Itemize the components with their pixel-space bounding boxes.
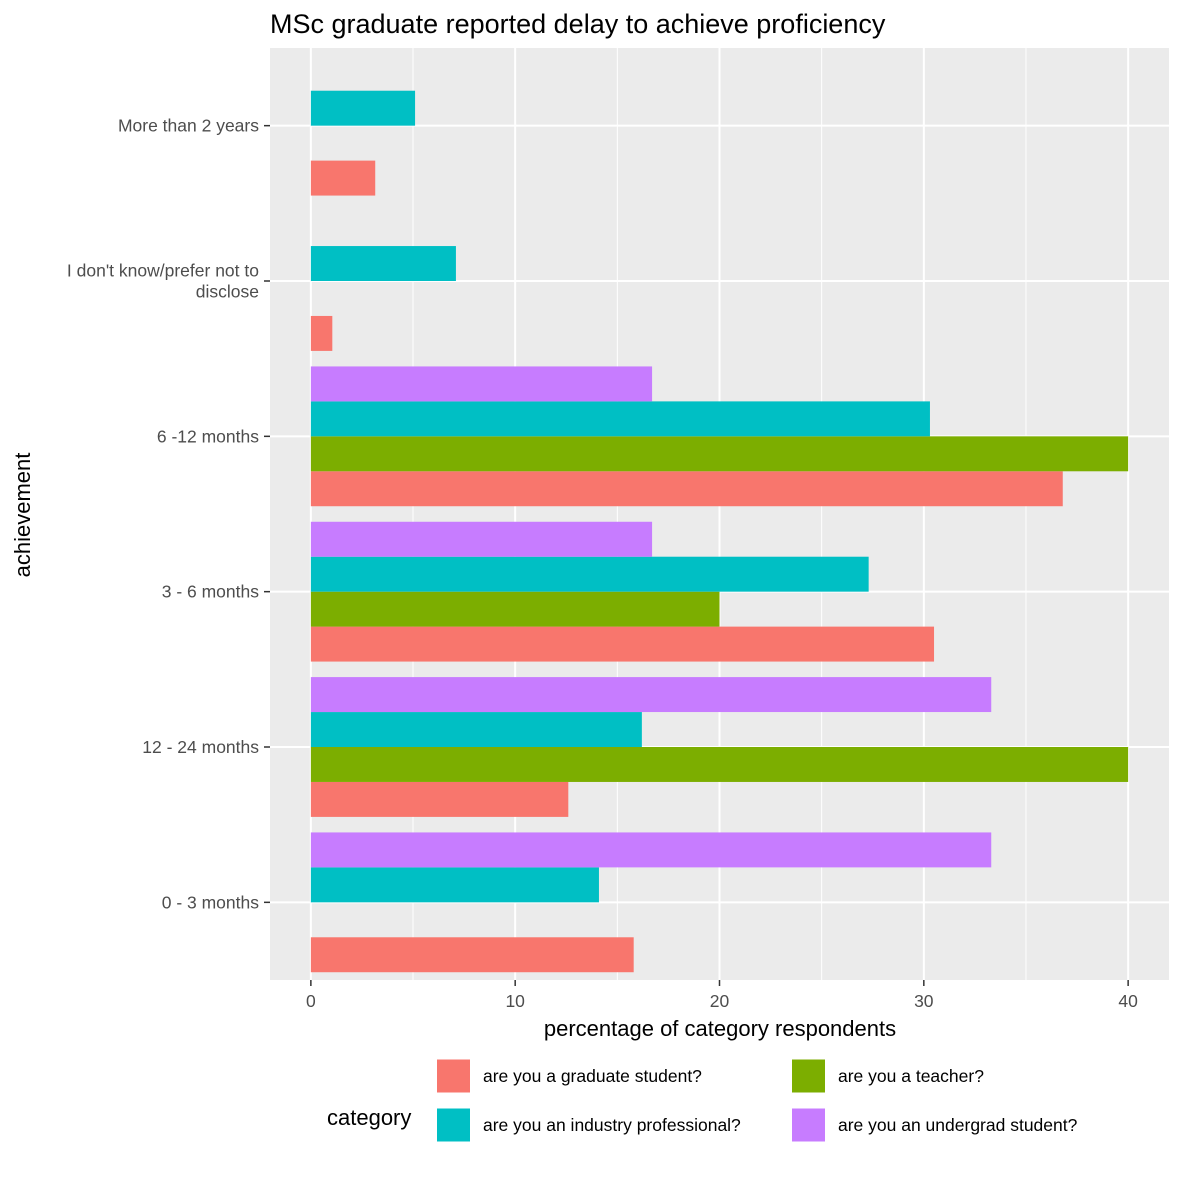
legend-label: are you an undergrad student?	[838, 1115, 1078, 1135]
chart-title: MSc graduate reported delay to achieve p…	[270, 9, 886, 39]
bar	[310, 90, 416, 126]
bar	[310, 366, 653, 402]
bar	[310, 937, 634, 973]
bar	[310, 747, 1129, 782]
bar	[310, 832, 992, 868]
x-axis-tick-label: 0	[306, 991, 316, 1011]
bar	[310, 867, 599, 903]
legend-label: are you a graduate student?	[483, 1066, 702, 1086]
bar	[310, 246, 456, 281]
legend-title: category	[327, 1105, 411, 1130]
bar	[310, 315, 333, 351]
bar	[310, 471, 1063, 507]
legend-key	[792, 1108, 825, 1142]
y-axis-tick-label: 12 - 24 months	[142, 737, 259, 757]
bar	[310, 401, 930, 437]
y-axis-tick-label: 6 -12 months	[157, 426, 259, 446]
y-axis-tick-label: disclose	[196, 282, 259, 302]
legend: are you a graduate student? are you a tea…	[437, 1059, 1078, 1142]
y-axis-tick-label: More than 2 years	[118, 116, 259, 136]
x-axis-title: percentage of category respondents	[544, 1016, 896, 1041]
plot-area: 0 - 3 months 12 - 24 months 3 - 6 months 6 …	[67, 48, 1169, 1011]
y-axis-tick-label: I don't know/prefer not to	[67, 261, 259, 281]
legend-label: are you a teacher?	[838, 1066, 984, 1086]
bar	[310, 781, 569, 817]
bar	[310, 521, 653, 557]
legend-key	[437, 1059, 470, 1093]
bar	[310, 591, 720, 627]
y-axis-tick-label: 3 - 6 months	[162, 582, 260, 602]
bar	[310, 626, 935, 662]
x-axis-tick-label: 40	[1118, 991, 1138, 1011]
x-axis-tick-label: 10	[505, 991, 525, 1011]
y-axis-title: achievement	[10, 453, 35, 578]
x-axis-tick-label: 30	[914, 991, 934, 1011]
bar	[310, 556, 869, 592]
bar	[310, 712, 642, 747]
legend-key	[792, 1059, 825, 1093]
legend-label: are you an industry professional?	[483, 1115, 741, 1135]
bar	[310, 160, 376, 196]
legend-key	[437, 1108, 470, 1142]
x-axis-tick-label: 20	[710, 991, 730, 1011]
bar	[310, 436, 1129, 472]
bar	[310, 677, 992, 713]
y-axis-tick-label: 0 - 3 months	[162, 892, 260, 912]
